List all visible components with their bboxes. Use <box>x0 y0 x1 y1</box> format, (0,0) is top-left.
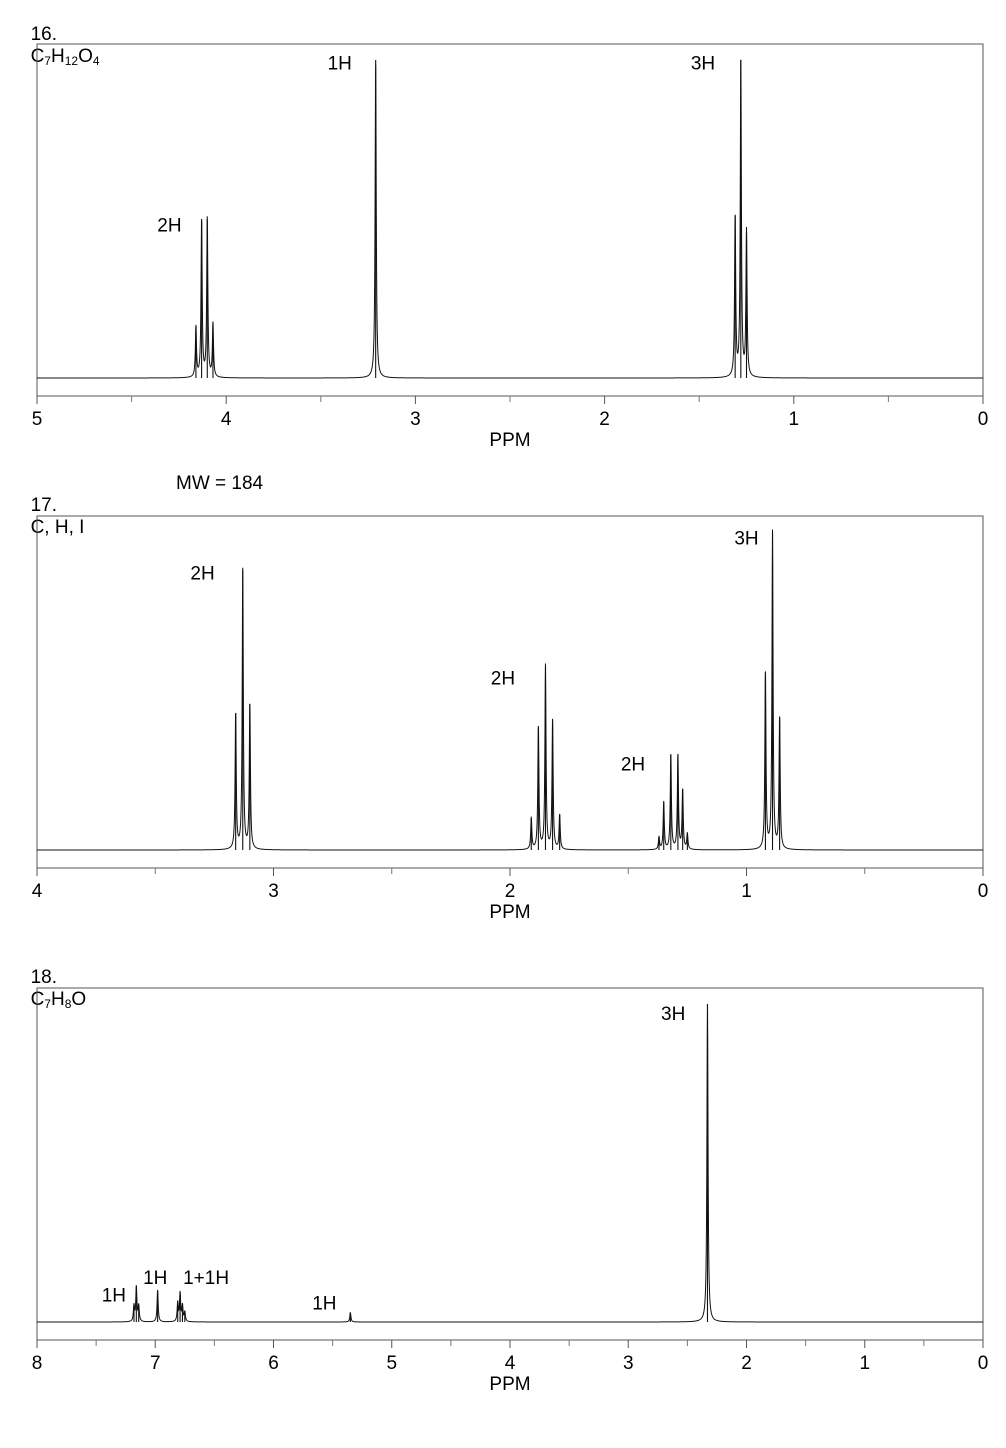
tick-label: 6 <box>268 1353 279 1374</box>
x-axis-title: PPM <box>489 902 530 923</box>
tick-label: 1 <box>789 409 800 430</box>
integration-label: 1H <box>102 1285 126 1306</box>
integration-label: 3H <box>691 54 715 75</box>
integration-label: 2H <box>491 669 515 690</box>
formula-element: O <box>71 989 87 1010</box>
tick-label: 0 <box>978 881 989 902</box>
formula-subscript: 4 <box>92 54 100 68</box>
tick-label: 1 <box>859 1353 870 1374</box>
nmr-spectrum-17: 4 3 2 1 0 PPM 2H 2H 2H 3H <box>32 515 989 923</box>
integration-label: 1+1H <box>183 1268 229 1289</box>
tick-label: 2 <box>505 881 516 902</box>
molecular-formula: C, H, I <box>31 517 85 538</box>
integration-label: 1H <box>143 1268 167 1289</box>
problem-number: 18. <box>30 967 57 988</box>
molecular-formula: C7H12O4 <box>31 46 100 68</box>
spectrum-trace <box>37 1004 983 1323</box>
tick-label: 8 <box>32 1353 43 1374</box>
tick-label: 4 <box>505 1353 516 1374</box>
tick-label: 2 <box>741 1353 752 1374</box>
integration-label: 2H <box>621 755 645 776</box>
tick-label: 3 <box>410 409 421 430</box>
integration-label: 2H <box>190 564 214 585</box>
problem-16-title: 16. C7H12O4 <box>20 2 100 68</box>
plot-frame <box>36 987 984 1341</box>
integration-label: 3H <box>661 1004 685 1025</box>
spectrum-trace <box>37 529 983 851</box>
problem-18-title: 18. C7H8O <box>20 945 87 1011</box>
molecular-weight: MW = 184 <box>176 473 264 494</box>
problem-17-title: 17. C, H, I <box>20 473 85 539</box>
integration-label: 1H <box>312 1293 336 1314</box>
formula-element: H <box>50 46 65 67</box>
tick-label: 5 <box>386 1353 397 1374</box>
spectrum-trace <box>37 59 983 379</box>
plot-frame <box>36 515 984 869</box>
formula-subscript: 7 <box>44 54 51 68</box>
formula-element: C, H, I <box>30 517 85 538</box>
tick-label: 1 <box>741 881 752 902</box>
problem-number: 16. <box>30 24 57 45</box>
formula-element: O <box>78 46 93 67</box>
problem-number: 17. <box>30 495 57 516</box>
x-axis-title: PPM <box>489 430 530 451</box>
tick-label: 4 <box>221 409 232 430</box>
integration-label: 3H <box>734 529 758 550</box>
x-axis-title: PPM <box>489 1374 530 1395</box>
formula-subscript: 7 <box>44 997 51 1011</box>
tick-label: 0 <box>978 409 989 430</box>
formula-subscript: 12 <box>64 54 79 68</box>
integration-label: 1H <box>328 54 352 75</box>
tick-label: 4 <box>32 881 43 902</box>
tick-label: 7 <box>150 1353 161 1374</box>
nmr-spectrum-16: 5 4 3 2 1 0 PPM 2H 1H 3H <box>32 43 989 451</box>
formula-subscript: 8 <box>64 997 72 1011</box>
tick-label: 5 <box>32 409 43 430</box>
tick-label: 3 <box>623 1353 634 1374</box>
formula-element: H <box>50 989 65 1010</box>
tick-label: 2 <box>599 409 610 430</box>
integration-label: 2H <box>157 216 181 237</box>
molecular-formula: C7H8O <box>31 989 87 1011</box>
tick-label: 0 <box>978 1353 989 1374</box>
tick-label: 3 <box>268 881 279 902</box>
